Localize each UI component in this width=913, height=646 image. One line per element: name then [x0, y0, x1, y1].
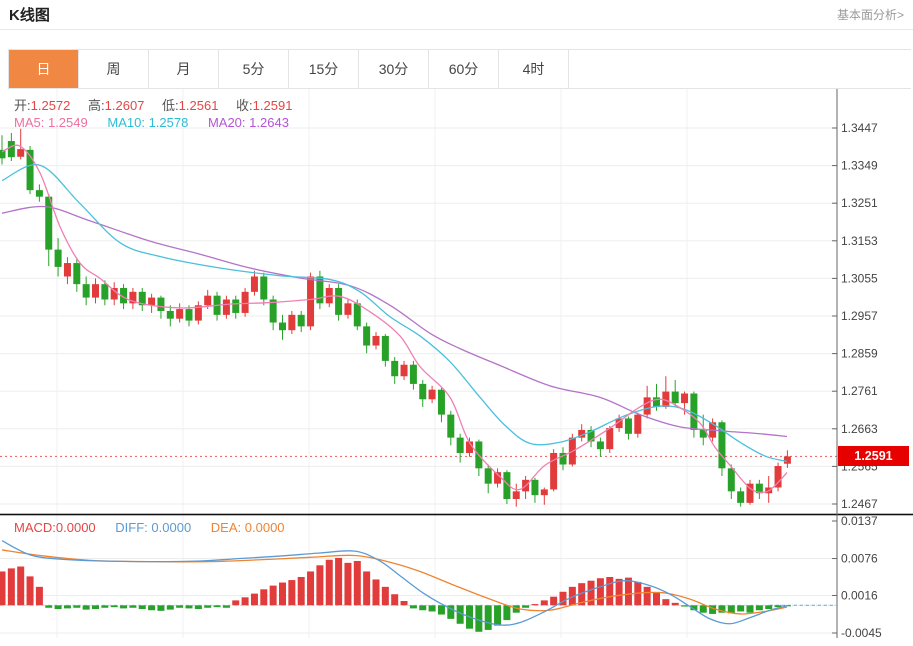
tab-15min[interactable]: 15分 — [289, 50, 359, 88]
svg-text:1.3251: 1.3251 — [841, 196, 878, 210]
tab-5min[interactable]: 5分 — [219, 50, 289, 88]
interval-tab-bar: 日 周 月 5分 15分 30分 60分 4时 — [8, 49, 911, 89]
svg-text:0.0076: 0.0076 — [841, 552, 878, 566]
svg-text:0.0016: 0.0016 — [841, 588, 878, 602]
svg-text:1.2467: 1.2467 — [841, 497, 878, 511]
svg-text:1.3447: 1.3447 — [841, 121, 878, 135]
fundamental-analysis-link[interactable]: 基本面分析> — [836, 8, 904, 22]
svg-text:-0.0045: -0.0045 — [841, 626, 882, 640]
svg-text:1.2859: 1.2859 — [841, 347, 878, 361]
kline-chart-canvas[interactable]: 1.3447 1.3349 1.3251 1.3153 1.3055 1.2957 1.28… — [0, 89, 913, 646]
current-price-badge: 1.2591 — [838, 446, 909, 466]
tab-month[interactable]: 月 — [149, 50, 219, 88]
tab-bar-filler — [569, 50, 911, 88]
svg-text:1.2957: 1.2957 — [841, 309, 878, 323]
svg-text:1.3055: 1.3055 — [841, 271, 878, 285]
svg-text:1.3349: 1.3349 — [841, 159, 878, 173]
tab-week[interactable]: 周 — [79, 50, 149, 88]
svg-text:1.2761: 1.2761 — [841, 384, 878, 398]
tab-4hour[interactable]: 4时 — [499, 50, 569, 88]
tab-day[interactable]: 日 — [9, 50, 79, 88]
svg-text:1.3153: 1.3153 — [841, 234, 878, 248]
svg-text:0.0137: 0.0137 — [841, 514, 878, 528]
svg-text:1.2663: 1.2663 — [841, 422, 878, 436]
tab-30min[interactable]: 30分 — [359, 50, 429, 88]
tab-60min[interactable]: 60分 — [429, 50, 499, 88]
topbar: K线图 基本面分析> — [0, 0, 913, 30]
kline-chart-area[interactable]: 1.3447 1.3349 1.3251 1.3153 1.3055 1.2957 1.28… — [0, 89, 913, 646]
page-title: K线图 — [9, 7, 50, 24]
